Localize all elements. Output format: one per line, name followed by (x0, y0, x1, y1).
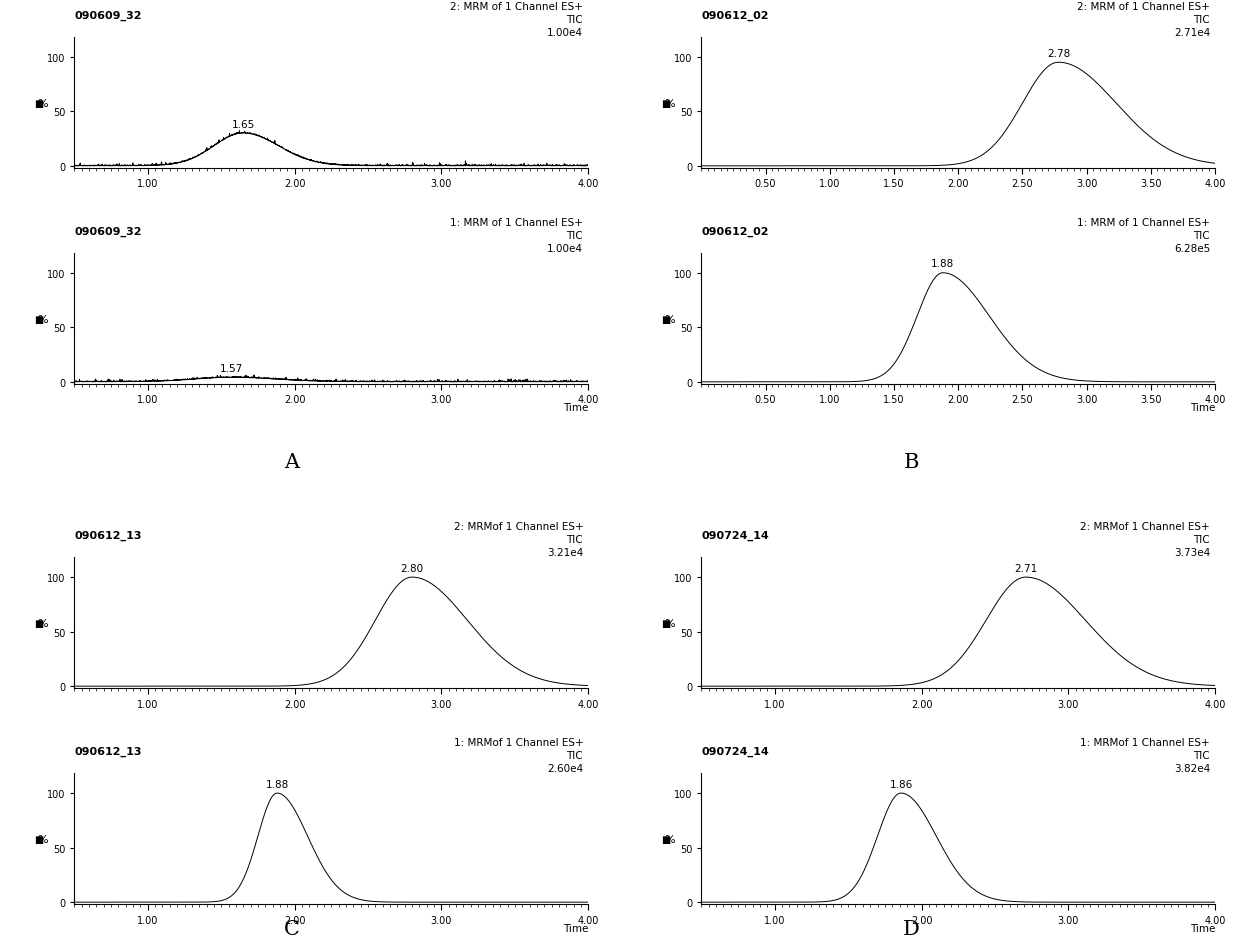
Text: C: C (284, 919, 299, 938)
Text: 2.80: 2.80 (401, 564, 424, 573)
Y-axis label: %: % (665, 618, 675, 628)
Text: 3.21e4: 3.21e4 (547, 548, 583, 558)
Text: ■: ■ (661, 834, 670, 844)
Text: ■: ■ (661, 314, 670, 325)
Text: 2.60e4: 2.60e4 (547, 764, 583, 774)
Text: TIC: TIC (567, 230, 583, 241)
Text: TIC: TIC (567, 15, 583, 25)
Text: ■: ■ (33, 98, 43, 109)
Text: Time: Time (563, 922, 588, 933)
Text: 3.82e4: 3.82e4 (1174, 764, 1210, 774)
Text: 1: MRMof 1 Channel ES+: 1: MRMof 1 Channel ES+ (1080, 738, 1210, 747)
Y-axis label: %: % (37, 314, 48, 325)
Text: Time: Time (563, 403, 588, 413)
Text: TIC: TIC (567, 750, 583, 761)
Text: 1.88: 1.88 (265, 779, 289, 789)
Text: 090609_32: 090609_32 (74, 10, 141, 21)
Text: Time: Time (1190, 403, 1215, 413)
Text: ■: ■ (661, 98, 670, 109)
Y-axis label: %: % (665, 314, 675, 325)
Text: 090612_13: 090612_13 (74, 746, 141, 757)
Y-axis label: %: % (37, 834, 48, 844)
Text: D: D (903, 919, 920, 938)
Text: ■: ■ (661, 618, 670, 628)
Text: 090612_13: 090612_13 (74, 530, 141, 541)
Text: ■: ■ (33, 834, 43, 844)
Y-axis label: %: % (665, 98, 675, 109)
Text: 3.73e4: 3.73e4 (1174, 548, 1210, 558)
Text: 090609_32: 090609_32 (74, 227, 141, 237)
Text: 2: MRM of 1 Channel ES+: 2: MRM of 1 Channel ES+ (1078, 2, 1210, 12)
Text: 2.71e4: 2.71e4 (1174, 29, 1210, 38)
Text: TIC: TIC (1193, 535, 1210, 545)
Text: 1: MRMof 1 Channel ES+: 1: MRMof 1 Channel ES+ (454, 738, 583, 747)
Text: 090724_14: 090724_14 (702, 746, 769, 757)
Y-axis label: %: % (665, 834, 675, 844)
Text: TIC: TIC (1193, 750, 1210, 761)
Y-axis label: %: % (37, 618, 48, 628)
Text: 1: MRM of 1 Channel ES+: 1: MRM of 1 Channel ES+ (450, 218, 583, 228)
Text: 090612_02: 090612_02 (702, 227, 769, 237)
Text: B: B (904, 452, 919, 471)
Text: 1.57: 1.57 (219, 364, 243, 374)
Text: 2.78: 2.78 (1047, 49, 1070, 59)
Text: TIC: TIC (567, 535, 583, 545)
Text: 090724_14: 090724_14 (702, 530, 769, 541)
Text: ■: ■ (33, 618, 43, 628)
Text: TIC: TIC (1193, 230, 1210, 241)
Text: ■: ■ (33, 314, 43, 325)
Text: TIC: TIC (1193, 15, 1210, 25)
Text: 1: MRM of 1 Channel ES+: 1: MRM of 1 Channel ES+ (1078, 218, 1210, 228)
Y-axis label: %: % (37, 98, 48, 109)
Text: A: A (284, 452, 299, 471)
Text: 1.00e4: 1.00e4 (547, 244, 583, 254)
Text: 1.88: 1.88 (931, 259, 955, 269)
Text: 2: MRMof 1 Channel ES+: 2: MRMof 1 Channel ES+ (454, 522, 583, 532)
Text: Time: Time (1190, 922, 1215, 933)
Text: 1.00e4: 1.00e4 (547, 29, 583, 38)
Text: 2: MRM of 1 Channel ES+: 2: MRM of 1 Channel ES+ (450, 2, 583, 12)
Text: 090612_02: 090612_02 (702, 10, 769, 21)
Text: 2: MRMof 1 Channel ES+: 2: MRMof 1 Channel ES+ (1080, 522, 1210, 532)
Text: 1.65: 1.65 (232, 120, 255, 129)
Text: 2.71: 2.71 (1014, 564, 1038, 573)
Text: 6.28e5: 6.28e5 (1174, 244, 1210, 254)
Text: 1.86: 1.86 (889, 779, 913, 789)
